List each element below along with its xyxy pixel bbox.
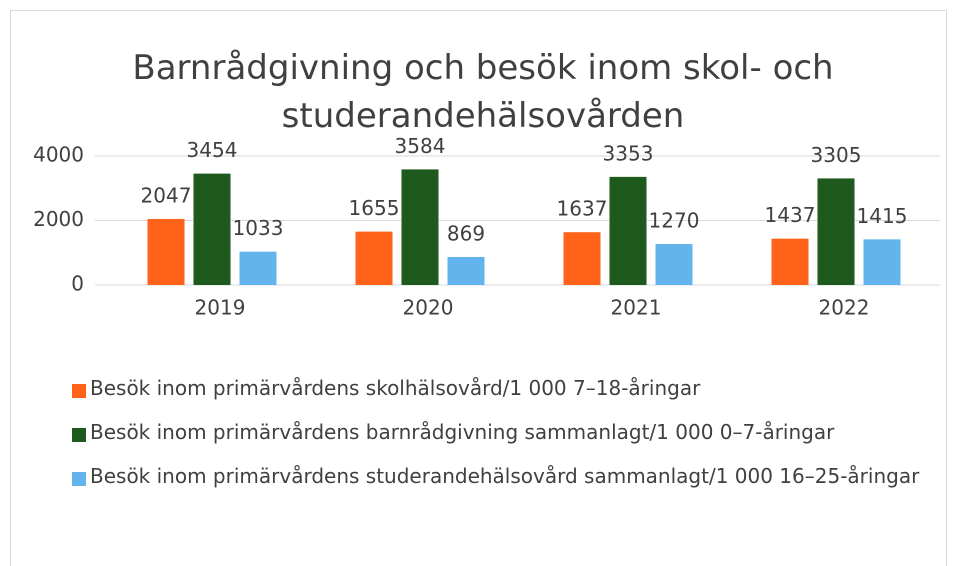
data-label: 1655: [349, 196, 400, 220]
y-tick-label: 4000: [33, 143, 84, 167]
bar: [239, 251, 277, 285]
data-label: 1415: [857, 204, 908, 228]
data-label: 1033: [233, 216, 284, 240]
data-label: 3584: [395, 134, 446, 158]
bar: [817, 178, 855, 285]
y-tick-label: 2000: [33, 207, 84, 231]
bar: [355, 231, 393, 285]
bar: [447, 256, 485, 285]
x-tick-label: 2019: [195, 296, 246, 320]
data-label: 3454: [187, 138, 238, 162]
legend-swatch: [72, 384, 86, 398]
data-label: 1437: [765, 203, 816, 227]
bar: [193, 173, 231, 285]
bar: [771, 238, 809, 285]
data-label: 869: [447, 221, 485, 245]
legend-item: Besök inom primärvårdens barnrådgivning …: [72, 419, 940, 445]
legend: Besök inom primärvårdens skolhälsovård/1…: [72, 370, 940, 489]
legend-label: Besök inom primärvårdens studerandehälso…: [90, 464, 920, 488]
data-label: 2047: [141, 183, 192, 207]
x-tick-label: 2020: [403, 296, 454, 320]
legend-label: Besök inom primärvårdens barnrådgivning …: [90, 420, 835, 444]
bar: [863, 239, 901, 285]
data-label: 1270: [649, 209, 700, 233]
legend-swatch: [72, 428, 86, 442]
legend-item: Besök inom primärvårdens skolhälsovård/1…: [72, 375, 940, 401]
legend-item: Besök inom primärvårdens studerandehälso…: [72, 463, 940, 489]
bar: [147, 218, 185, 285]
chart-title: Barnrådgivning och besök inom skol- och …: [132, 48, 834, 136]
data-label: 3305: [811, 143, 862, 167]
bar: [563, 232, 601, 285]
x-tick-label: 2022: [819, 296, 870, 320]
data-label: 1637: [557, 197, 608, 221]
bar: [401, 169, 439, 285]
bar: [655, 244, 693, 285]
legend-label: Besök inom primärvårdens skolhälsovård/1…: [90, 376, 701, 400]
x-tick-label: 2021: [611, 296, 662, 320]
bar: [609, 176, 647, 285]
y-tick-label: 0: [71, 272, 84, 296]
frame: [10, 10, 947, 566]
legend-swatch: [72, 472, 86, 486]
data-label: 3353: [603, 141, 654, 165]
